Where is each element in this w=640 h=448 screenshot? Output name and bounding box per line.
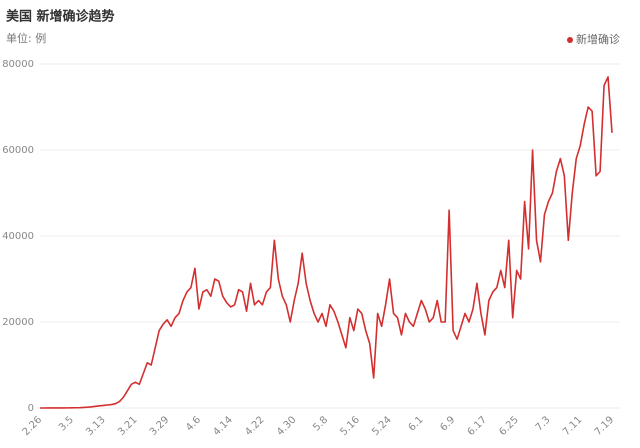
- x-tick-label: 3.21: [116, 414, 140, 438]
- x-tick-label: 6.1: [407, 414, 426, 433]
- y-tick-label: 0: [28, 403, 34, 414]
- x-tick-label: 5.8: [311, 414, 330, 433]
- x-tick-label: 5.24: [370, 414, 394, 438]
- x-tick-label: 6.9: [438, 414, 457, 433]
- x-tick-label: 4.22: [243, 414, 267, 438]
- x-tick-label: 2.26: [21, 414, 45, 438]
- x-tick-label: 4.30: [275, 414, 299, 438]
- x-tick-label: 7.11: [561, 414, 585, 438]
- y-tick-label: 60000: [2, 145, 34, 156]
- chart-title: 美国 新增确诊趋势: [6, 9, 115, 25]
- x-tick-label: 3.5: [57, 414, 76, 433]
- y-tick-label: 20000: [2, 317, 34, 328]
- x-tick-label: 7.3: [534, 414, 553, 433]
- line: [39, 76, 613, 409]
- y-tick-label: 80000: [2, 59, 34, 70]
- legend-label: 新增确诊: [576, 32, 620, 46]
- legend-marker: [567, 37, 573, 43]
- x-tick-label: 3.29: [148, 414, 172, 438]
- x-tick-label: 3.13: [84, 414, 108, 438]
- x-tick-label: 6.25: [497, 414, 521, 438]
- x-tick-label: 5.16: [338, 414, 362, 438]
- y-tick-label: 40000: [2, 231, 34, 242]
- chart-subtitle: 单位: 例: [6, 31, 46, 45]
- x-tick-label: 7.19: [593, 414, 617, 438]
- x-tick-label: 6.17: [466, 414, 490, 438]
- x-tick-label: 4.14: [211, 414, 235, 438]
- x-tick-label: 4.6: [184, 414, 203, 433]
